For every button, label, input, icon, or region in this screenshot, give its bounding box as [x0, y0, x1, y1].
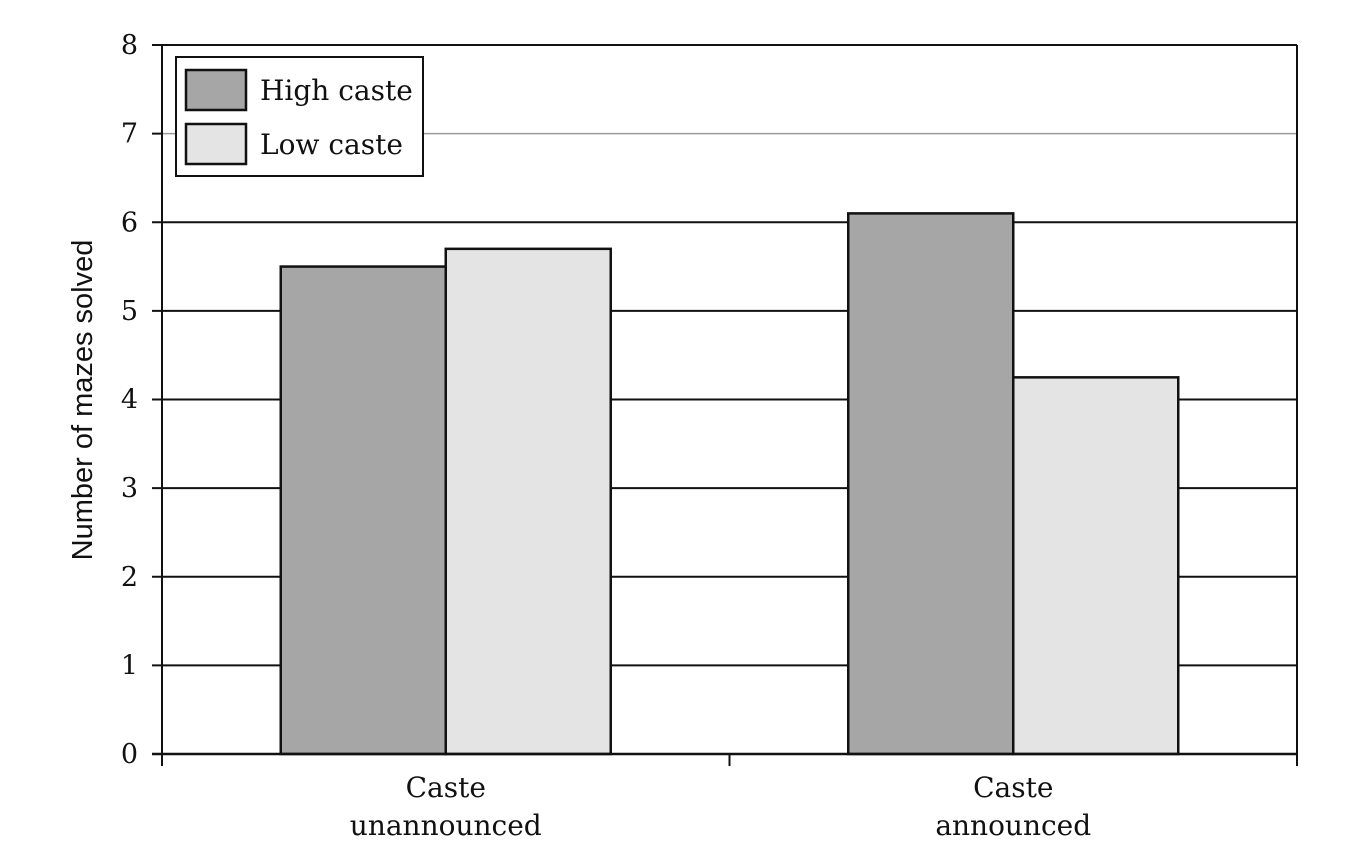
y-axis-label: Number of mazes solved: [67, 240, 99, 561]
axes: [152, 44, 1298, 766]
bars: [279, 212, 1180, 756]
y-tick-label: 7: [121, 119, 138, 150]
legend-swatch: [184, 68, 248, 112]
bar: [1012, 376, 1180, 756]
y-tick-label: 5: [121, 296, 138, 327]
bar: [279, 265, 447, 756]
legend-label: High caste: [260, 74, 413, 107]
x-category-label: Caste unannounced: [350, 771, 542, 842]
y-tick-label: 1: [121, 650, 138, 681]
x-category-label: Caste announced: [935, 771, 1091, 842]
bar: [444, 247, 612, 756]
legend: High caste Low caste: [175, 56, 424, 177]
legend-swatch: [184, 122, 248, 166]
y-tick-label: 6: [121, 207, 138, 238]
y-tick-label: 0: [121, 739, 138, 770]
y-tick-label: 2: [121, 562, 138, 593]
y-tick-label: 4: [121, 385, 138, 416]
y-tick-label: 8: [121, 30, 138, 61]
legend-label: Low caste: [260, 128, 403, 161]
y-tick-labels: 0 1 2 3 4 5 6 7 8: [121, 30, 138, 770]
y-tick-label: 3: [121, 473, 138, 504]
bar: [847, 212, 1015, 756]
x-category-labels: Caste unannounced Caste announced: [350, 771, 1091, 842]
